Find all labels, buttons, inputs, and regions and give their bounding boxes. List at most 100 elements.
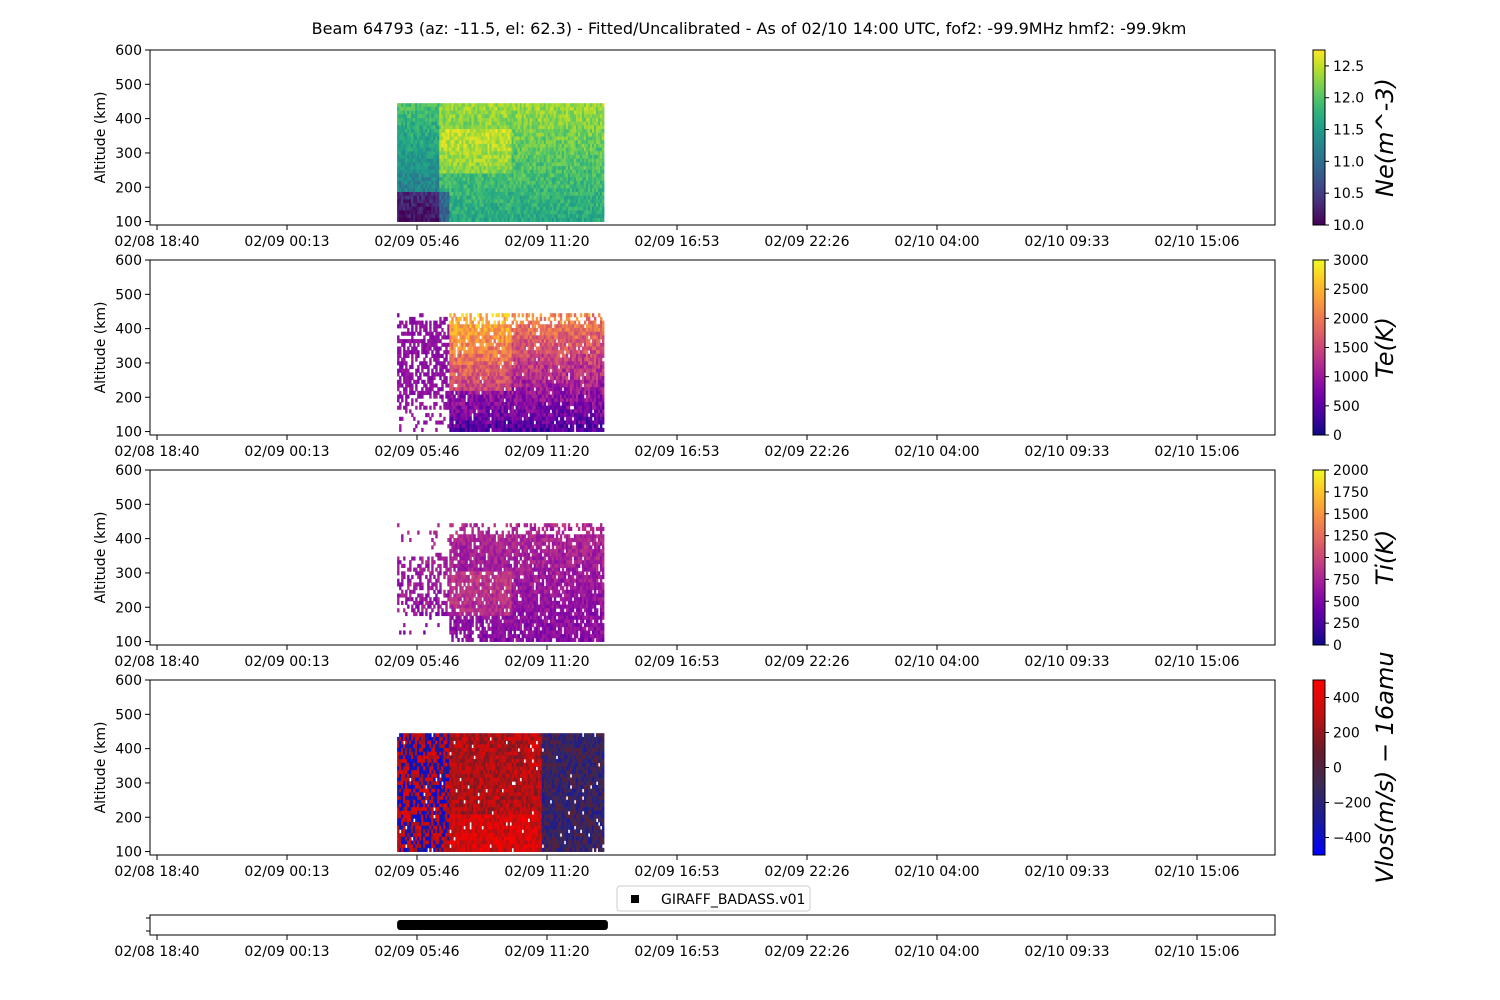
heatmap-cell [431,154,434,160]
heatmap-cell [517,390,521,395]
heatmap-cell [459,206,462,211]
heatmap-cell [421,313,424,318]
heatmap-cell [409,409,412,414]
heatmap-cell [591,169,595,174]
heatmap-cell [465,372,468,377]
heatmap-cell [403,180,406,185]
heatmap-cell [447,335,450,340]
heatmap-cell [563,210,567,215]
heatmap-cell [483,353,486,358]
heatmap-cell [545,169,549,174]
heatmap-cell [505,140,508,145]
heatmap-cell [409,364,412,370]
heatmap-cell [487,173,490,178]
heatmap-cell [447,188,450,193]
heatmap-cell [415,424,418,429]
heatmap-cell [457,191,460,197]
heatmap-cell [509,180,512,185]
heatmap-cell [545,191,549,197]
heatmap-cell [587,136,591,141]
heatmap-cell [463,195,466,200]
heatmap-cell [555,158,559,163]
heatmap-cell [455,387,458,392]
heatmap-cell [467,383,470,388]
heatmap-cell [467,203,470,208]
heatmap-cell [575,184,579,189]
heatmap-cell [449,427,452,432]
heatmap-cell [451,409,454,414]
heatmap-cell [473,184,476,189]
heatmap-cell [409,383,412,388]
heatmap-cell [449,177,452,182]
heatmap-cell [399,353,402,358]
heatmap-cell [535,166,539,171]
heatmap-cell [521,420,525,425]
heatmap-cell [527,390,531,395]
heatmap-cell [495,158,498,163]
heatmap-cell [503,114,506,119]
heatmap-cell [453,206,456,211]
heatmap-cell [599,173,603,178]
heatmap-cell [457,106,460,111]
heatmap-cell [507,117,510,123]
heatmap-cell [471,335,474,340]
heatmap-cell [579,180,583,185]
heatmap-cell [505,361,508,366]
heatmap-cell [511,199,514,204]
heatmap-cell [473,390,476,395]
heatmap-cell [497,184,500,189]
heatmap-cell [571,214,575,219]
heatmap-cell [543,195,547,200]
heatmap-cell [569,151,573,156]
heatmap-cell [401,143,404,148]
heatmap-cell [519,398,523,403]
heatmap-cell [555,188,559,193]
heatmap-cell [501,125,504,130]
heatmap-cell [523,427,527,432]
heatmap-cell [449,357,452,362]
heatmap-cell [409,114,412,119]
heatmap-cell [411,335,414,340]
heatmap-cell [487,390,490,395]
heatmap-cell [437,210,440,215]
heatmap-cell [533,166,537,171]
heatmap-cell [427,199,430,204]
heatmap-cell [423,405,426,410]
heatmap-cell [397,339,400,344]
heatmap-cell [579,117,583,123]
heatmap-cell [563,136,567,141]
heatmap-cell [465,331,468,336]
heatmap-cell [501,110,504,115]
heatmap-cell [399,121,402,126]
heatmap-cell [449,173,452,178]
heatmap-cell [425,350,428,355]
heatmap-cell [423,158,426,163]
heatmap-cell [557,173,561,178]
heatmap-cell [403,206,406,211]
heatmap-cell [533,331,537,336]
heatmap-cell [527,177,531,182]
heatmap-cell [441,206,444,211]
heatmap-cell [475,129,478,134]
heatmap-cell [485,180,488,185]
heatmap-cell [569,132,573,137]
heatmap-cell [523,173,527,178]
heatmap-cell [485,140,488,145]
heatmap-cell [583,132,587,137]
heatmap-cell [439,114,442,119]
heatmap-cell [521,206,525,211]
heatmap-cell [483,184,486,189]
heatmap-cell [453,169,456,174]
heatmap-cell [475,143,478,148]
heatmap-cell [553,136,557,141]
heatmap-cell [515,376,519,381]
heatmap-cell [455,327,458,333]
heatmap-cell [409,210,412,215]
heatmap-cell [399,206,402,211]
heatmap-cell [403,125,406,130]
heatmap-cell [441,364,444,370]
heatmap-cell [525,206,529,211]
heatmap-cell [549,121,553,126]
heatmap-cell [599,217,603,222]
heatmap-cell [469,401,472,407]
